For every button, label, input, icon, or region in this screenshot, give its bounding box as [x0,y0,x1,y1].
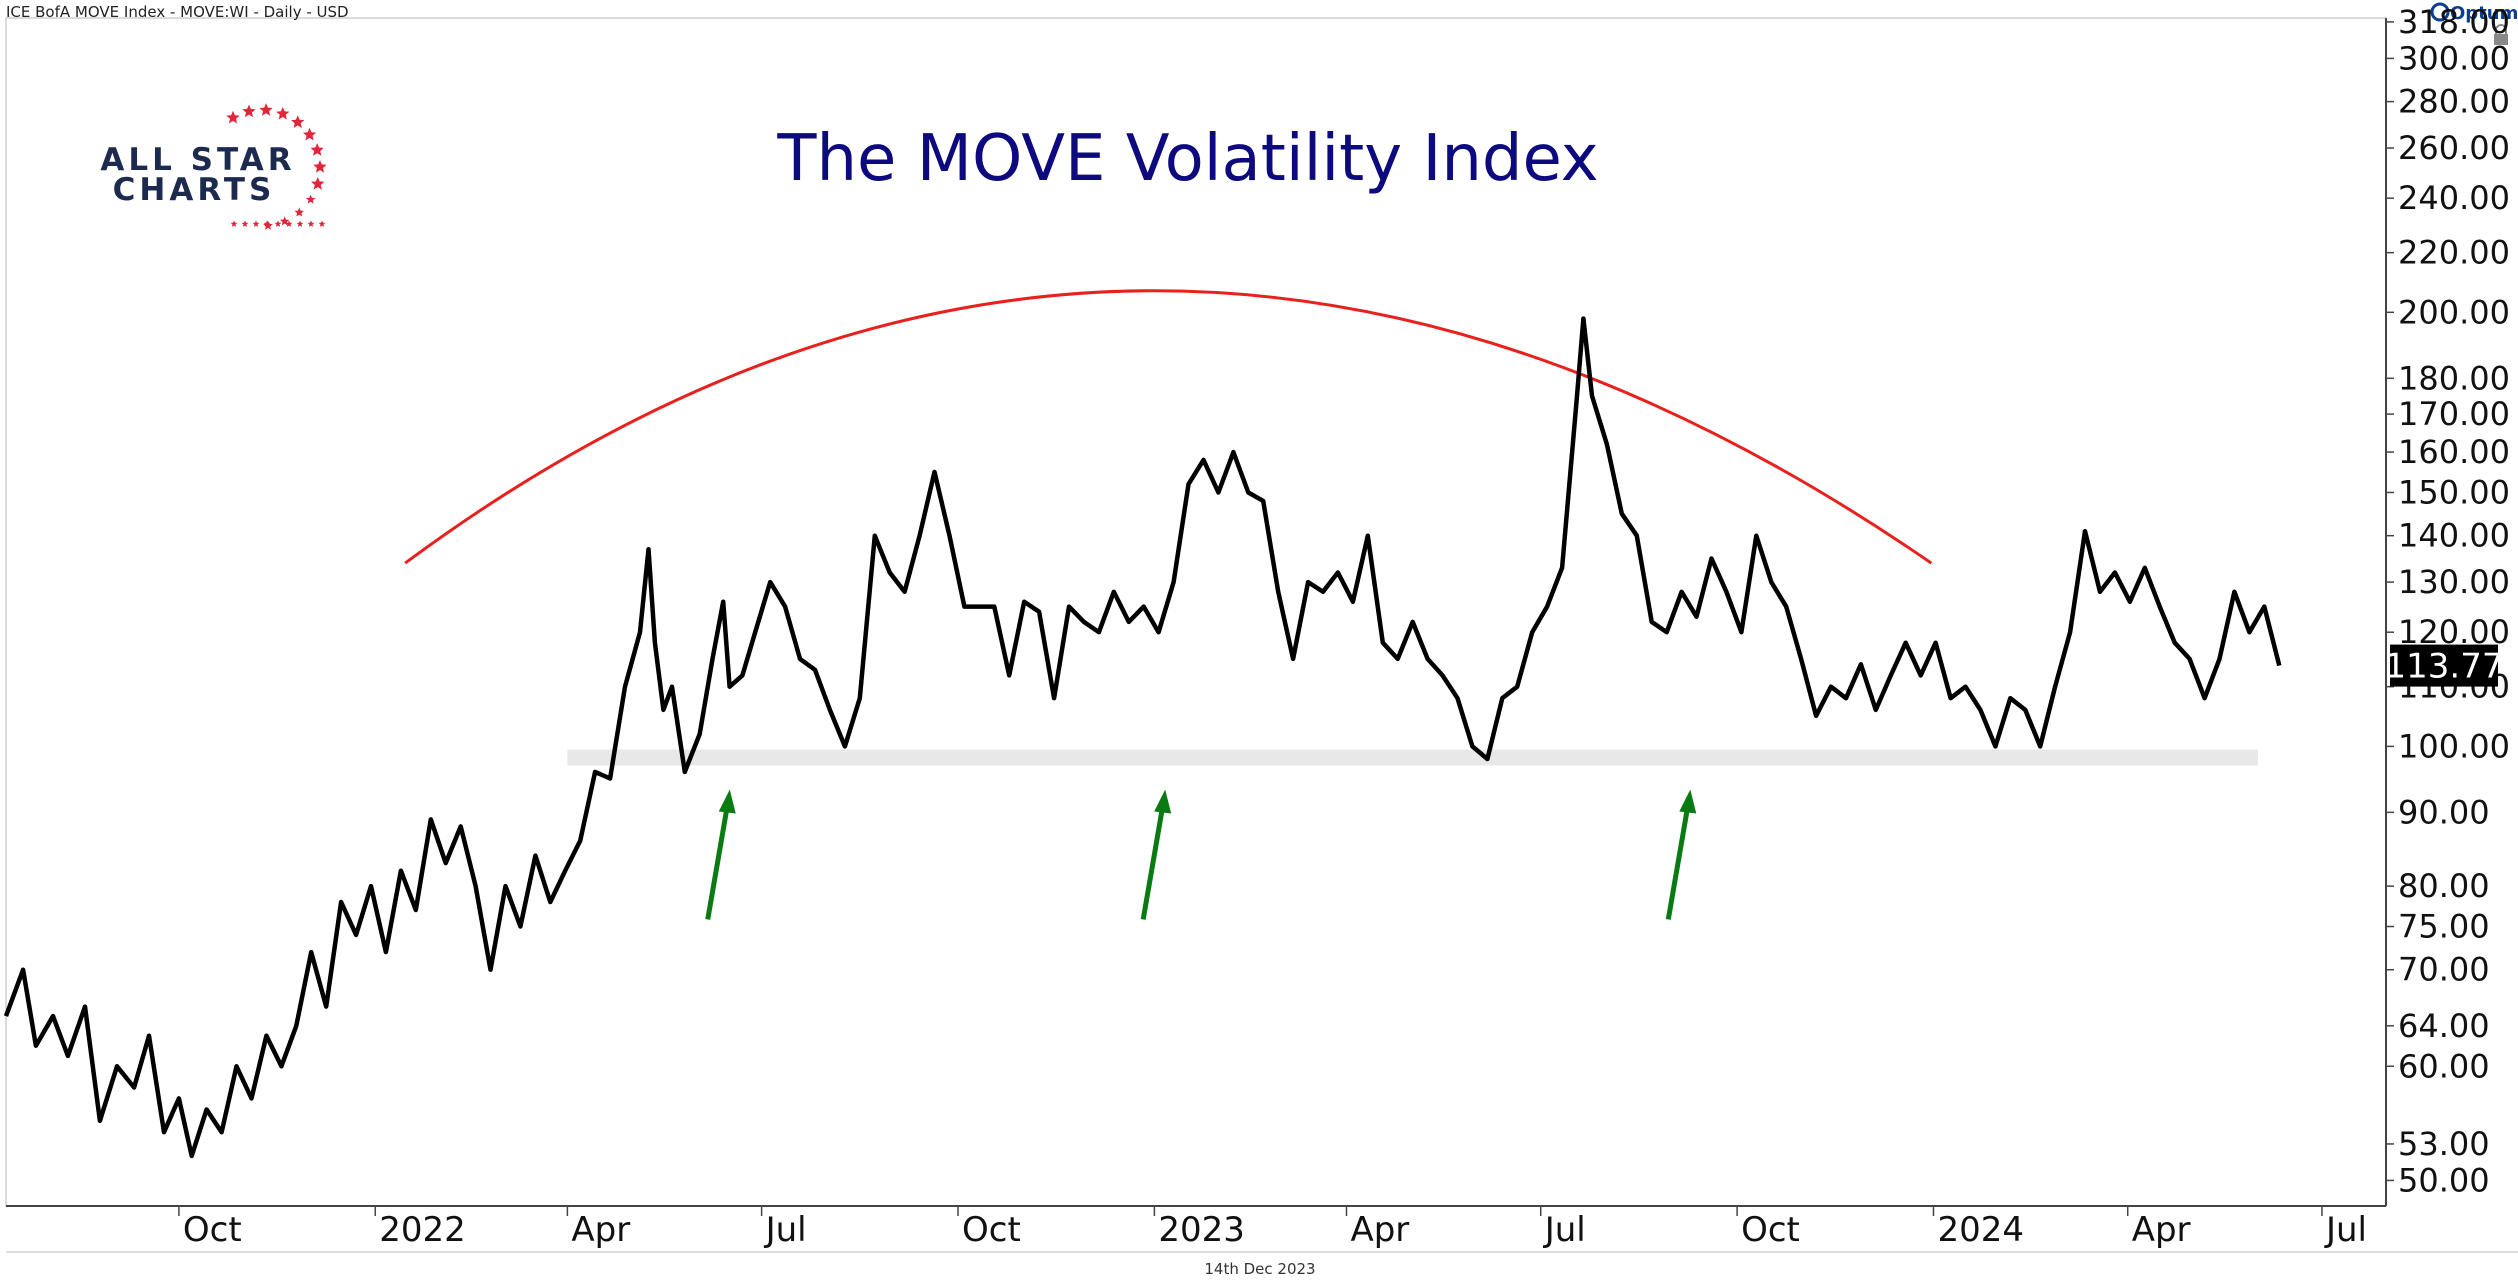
series-layer [3,316,2282,1159]
x-tick-label: Apr [1350,1210,1409,1250]
optuma-brand-name: Optuma [2450,3,2518,24]
logo-stars [226,103,327,230]
y-tick-label: 60.00 [2398,1047,2490,1085]
price-label-layer: 113.77 [2385,644,2504,687]
logo-star [259,103,273,116]
optuma-logo-icon [2430,2,2450,22]
chart-title: The MOVE Volatility Index [776,122,1598,196]
y-tick-label: 180.00 [2398,359,2510,397]
y-tick-label: 100.00 [2398,727,2510,765]
series-line [3,316,2282,1159]
logo-star [230,220,238,227]
y-tick-label: 150.00 [2398,473,2510,511]
x-tick-label: Apr [571,1210,630,1250]
instrument-header: ICE BofA MOVE Index - MOVE:WI - Daily - … [6,3,349,21]
y-tick-label: 300.00 [2398,39,2510,77]
logo-star [241,220,249,227]
logo-line1: ALL STAR [100,142,295,178]
logo-star [276,106,290,120]
logo-star [274,220,282,227]
y-tick-label: 64.00 [2398,1007,2490,1045]
y-tick-label: 50.00 [2398,1161,2490,1199]
logo-star [296,220,304,227]
logo-star [310,143,324,156]
lock-icon[interactable] [2494,24,2508,45]
logo-star [302,127,317,141]
logo-star [263,220,271,227]
x-tick-label: Oct [1741,1210,1800,1250]
y-tick-label: 130.00 [2398,563,2510,601]
y-tick-label: 53.00 [2398,1125,2490,1163]
all-star-charts-logo: ALL STAR CHARTS [100,103,327,230]
support-test-arrow [1665,789,1697,920]
y-tick-label: 280.00 [2398,83,2510,121]
y-tick-label: 75.00 [2398,908,2490,946]
y-tick-label: 260.00 [2398,129,2510,167]
support-test-arrow [705,789,736,920]
logo-star [242,104,256,118]
y-tick-label: 200.00 [2398,293,2510,331]
logo-star [313,160,327,173]
y-tick-label: 90.00 [2398,793,2490,831]
x-tick-label: Jul [1543,1210,1586,1250]
x-tick-label: Jul [764,1210,807,1250]
support-band-layer [567,749,2258,766]
y-tick-label: 160.00 [2398,433,2510,471]
x-axis-ticks: Oct 2022 Apr Jul Oct 2023 Apr Jul Oct 2024 Apr Jul [178,1206,2367,1250]
x-tick-label: 2024 [1937,1210,2024,1250]
dome-arc [404,289,1933,565]
logo-star [294,207,304,217]
last-price-box [2390,644,2498,687]
x-tick-label: Apr [2132,1210,2191,1250]
plot-frame [5,17,2387,1207]
x-tick-label: Jul [2324,1210,2367,1250]
logo-star [307,220,315,227]
y-tick-label: 80.00 [2398,867,2490,905]
logo-line2: CHARTS [113,172,276,208]
y-tick-label: 140.00 [2398,517,2510,555]
y-tick-label: 240.00 [2398,179,2510,217]
support-band [567,749,2258,766]
x-tick-label: Oct [962,1210,1021,1250]
arrow-layer [705,789,1697,920]
logo-star [291,115,305,128]
y-tick-label: 220.00 [2398,234,2510,272]
footer-date: 14th Dec 2023 [1204,1260,1315,1278]
last-price-value: 113.77 [2385,647,2504,687]
logo-star [311,177,325,190]
logo-star [252,220,260,227]
arc-layer [404,289,1933,565]
y-tick-label: 318.00 [2398,3,2510,41]
x-tick-label: 2022 [379,1210,466,1250]
logo-star [305,194,316,204]
x-tick-label: Oct [183,1210,242,1250]
x-tick-label: 2023 [1158,1210,1245,1250]
logo-star [285,220,293,227]
y-tick-label: 170.00 [2398,395,2510,433]
y-tick-label: 70.00 [2398,951,2490,989]
support-test-arrow [1140,789,1172,920]
logo-star [318,220,326,227]
logo-star [226,110,240,124]
optuma-brand[interactable]: Optuma [2430,2,2518,24]
